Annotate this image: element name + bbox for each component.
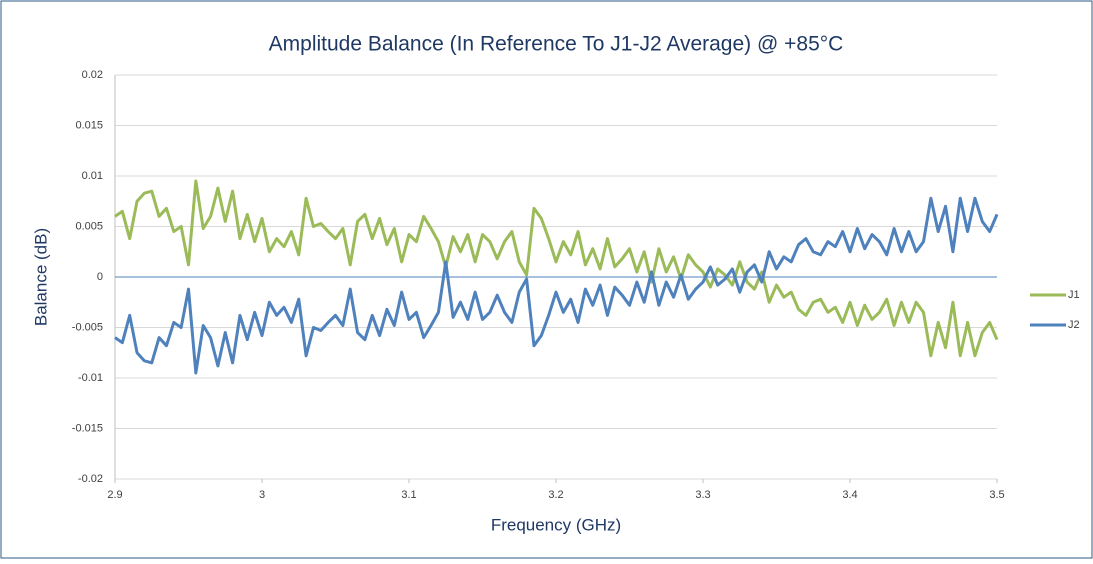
x-tick-label: 2.9 [107,489,122,501]
legend-label: J1 [1068,289,1080,301]
y-tick-label: 0 [97,271,103,283]
x-tick-label: 3.3 [695,489,710,501]
x-tick-label: 3.2 [548,489,563,501]
y-tick-label: 0.02 [82,69,103,81]
x-tick-label: 3.5 [989,489,1004,501]
y-tick-label: 0.01 [82,170,103,182]
y-axis-label: Balance (dB) [31,228,50,326]
y-tick-label: 0.005 [75,220,103,232]
x-tick-label: 3.4 [842,489,857,501]
y-tick-label: 0.015 [75,119,103,131]
y-tick-label: -0.015 [72,422,103,434]
y-tick-label: -0.01 [78,372,103,384]
legend-label: J2 [1068,319,1080,331]
x-tick-label: 3.1 [401,489,416,501]
chart-title: Amplitude Balance (In Reference To J1-J2… [269,33,844,56]
series-line [114,196,999,375]
series-line [114,179,999,358]
y-tick-label: -0.02 [78,473,103,485]
x-tick-label: 3 [259,489,265,501]
x-axis-label: Frequency (GHz) [491,515,621,534]
y-tick-label: -0.005 [72,321,103,333]
